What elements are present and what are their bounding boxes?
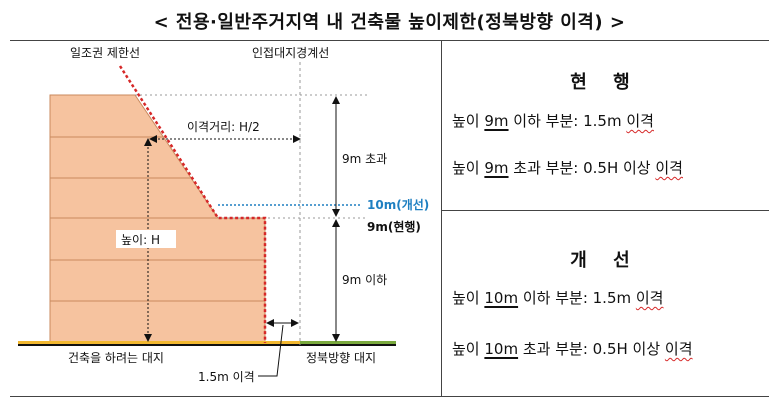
current-heading: 현 행	[570, 72, 640, 93]
under-9m-label: 9m 이하	[342, 273, 387, 287]
improved-rule-under-prefix: 높이	[452, 289, 485, 307]
current-rule-under-mid: 이하 부분: 1.5m	[508, 112, 627, 130]
frame-bottom-border	[10, 396, 769, 397]
ground-building-lot	[18, 341, 300, 344]
over-9m-label: 9m 초과	[342, 152, 387, 166]
height-label-bg	[116, 230, 176, 248]
setback-distance-label-bg	[182, 118, 282, 134]
panel-horizontal-divider	[441, 210, 769, 211]
current-9m-label: 9m(현행)	[367, 219, 421, 234]
improved-heading: 개 선	[570, 250, 640, 271]
panel-divider	[441, 40, 442, 396]
improved-rule-over-prefix: 높이	[452, 340, 485, 358]
improved-rule-over: 높이 10m 초과 부분: 0.5H 이상 이격	[452, 338, 693, 359]
current-rule-over-mid: 초과 부분: 0.5H 이상	[508, 159, 656, 177]
current-rule-over-height: 9m	[484, 159, 509, 177]
current-rule-over-prefix: 높이	[452, 159, 485, 177]
setback-1-5m-label: 1.5m 이격	[198, 370, 255, 384]
improved-rule-under: 높이 10m 이하 부분: 1.5m 이격	[452, 287, 663, 308]
improved-10m-label: 10m(개선)	[367, 197, 429, 212]
current-rule-under-height: 9m	[484, 112, 509, 130]
current-rule-under: 높이 9m 이하 부분: 1.5m 이격	[452, 110, 654, 131]
current-rule-under-tail: 이격	[626, 112, 654, 130]
height-label: 높이: H	[121, 233, 160, 247]
building-floor-lines	[50, 136, 265, 302]
current-rule-over-tail: 이격	[655, 159, 683, 177]
improved-rule-over-height: 10m	[484, 340, 519, 358]
improved-rule-under-tail: 이격	[635, 289, 664, 307]
improved-rule-over-mid: 초과 부분: 0.5H 이상	[518, 340, 665, 358]
building-lot-label: 건축을 하려는 대지	[68, 351, 164, 365]
boundary-label: 인접대지경계선	[252, 46, 329, 60]
improved-rule-over-tail: 이격	[664, 340, 693, 358]
north-lot-label: 정북방향 대지	[306, 351, 376, 365]
improved-rule-under-height: 10m	[484, 289, 519, 307]
daylight-line-label: 일조권 제한선	[70, 46, 140, 60]
page-title: < 전용·일반주거지역 내 건축물 높이제한(정북방향 이격) >	[153, 12, 626, 33]
current-rule-over: 높이 9m 초과 부분: 0.5H 이상 이격	[452, 157, 683, 178]
improved-rule-under-mid: 이하 부분: 1.5m	[518, 289, 636, 307]
current-rule-under-prefix: 높이	[452, 112, 485, 130]
ground-north-lot	[300, 341, 396, 344]
frame-top-border	[10, 40, 769, 41]
setback-1-5m-leader	[258, 324, 284, 377]
setback-distance-label: 이격거리: H/2	[187, 120, 260, 134]
